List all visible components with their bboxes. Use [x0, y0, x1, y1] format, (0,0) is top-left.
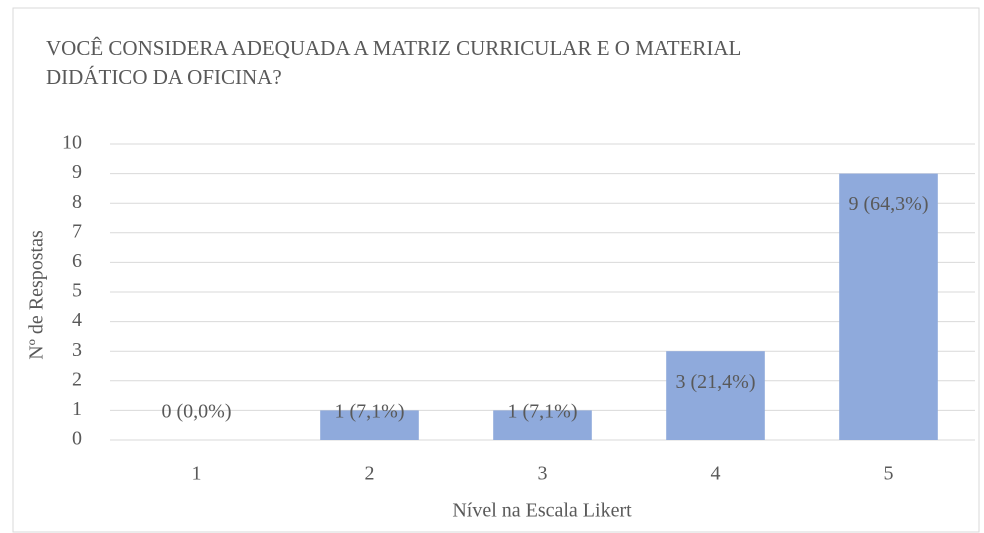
chart-title: VOCÊ CONSIDERA ADEQUADA A MATRIZ CURRICU…: [46, 36, 741, 89]
data-label: 0 (0,0%): [162, 401, 232, 423]
bar: [493, 410, 592, 440]
chart-border: [12, 7, 980, 533]
bar: [839, 173, 938, 440]
data-label: 1 (7,1%): [508, 401, 578, 423]
y-tick-label: 2: [72, 368, 82, 390]
y-tick-label: 7: [72, 220, 82, 242]
y-tick-label: 1: [72, 398, 82, 420]
data-label: 9 (64,3%): [849, 193, 929, 215]
x-tick-label: 4: [711, 463, 721, 485]
x-tick-label: 1: [192, 463, 202, 485]
data-label: 3 (21,4%): [676, 371, 756, 393]
bar: [320, 410, 419, 440]
y-axis-title: Nº de Respostas: [26, 230, 48, 360]
x-tick-label: 2: [365, 463, 375, 485]
y-tick-label: 0: [72, 428, 82, 450]
y-tick-label: 4: [72, 309, 82, 331]
y-tick-label: 5: [72, 280, 82, 302]
y-tick-label: 6: [72, 250, 82, 272]
y-tick-label: 3: [72, 339, 82, 361]
data-label: 1 (7,1%): [335, 401, 405, 423]
bar: [666, 351, 765, 440]
x-axis-title: Nível na Escala Likert: [452, 500, 632, 522]
y-tick-label: 9: [72, 161, 82, 183]
x-tick-label: 5: [884, 463, 894, 485]
y-tick-label: 8: [72, 191, 82, 213]
x-tick-label: 3: [538, 463, 548, 485]
y-tick-label: 10: [62, 132, 82, 154]
